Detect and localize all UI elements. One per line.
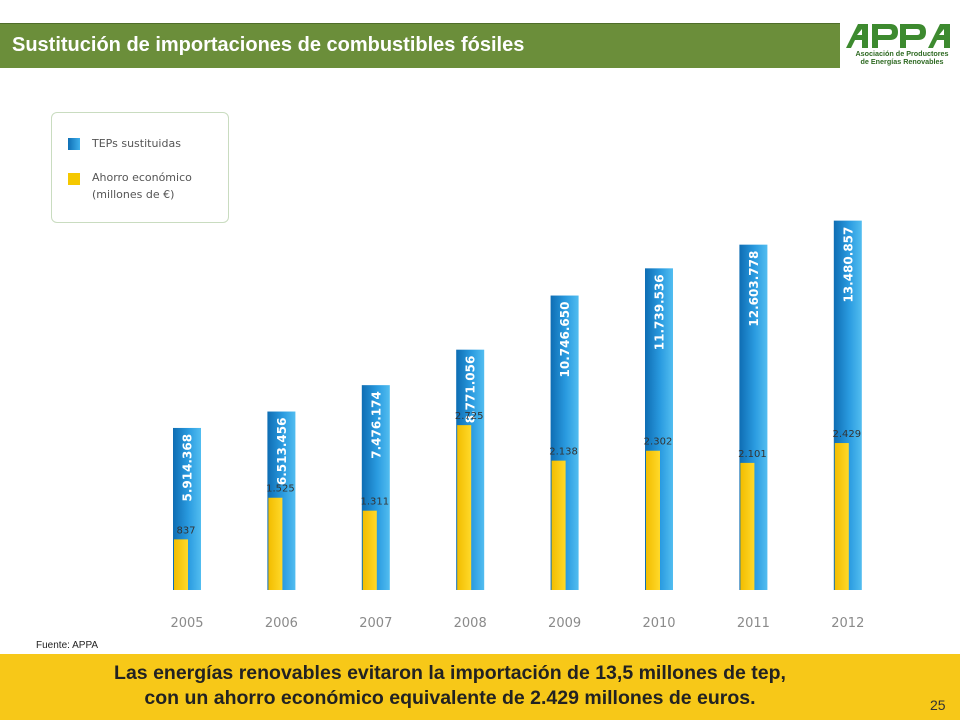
label-tep-2007: 7.476.174 bbox=[369, 391, 383, 459]
label-tep-2012: 13.480.857 bbox=[841, 227, 855, 303]
bar-ahorro-2010 bbox=[646, 450, 660, 590]
bar-ahorro-2009 bbox=[551, 460, 566, 590]
bar-ahorro-2008 bbox=[457, 425, 472, 590]
label-ahorro-2010: 2.302 bbox=[644, 437, 673, 448]
page-title: Sustitución de importaciones de combusti… bbox=[12, 34, 525, 56]
bar-ahorro-2005 bbox=[174, 539, 188, 590]
title-bar: Sustitución de importaciones de combusti… bbox=[0, 23, 840, 68]
x-tick-2005: 2005 bbox=[170, 616, 203, 631]
logo-subtitle: Asociación de Productores de Energías Re… bbox=[846, 50, 958, 66]
x-tick-2007: 2007 bbox=[359, 616, 392, 631]
source-note: Fuente: APPA bbox=[36, 640, 99, 651]
x-tick-2012: 2012 bbox=[831, 616, 864, 631]
x-tick-2010: 2010 bbox=[642, 616, 675, 631]
logo-subtitle-line1: Asociación de Productores bbox=[855, 49, 949, 58]
label-tep-2006: 6.513.456 bbox=[275, 418, 289, 486]
bar-ahorro-2007 bbox=[362, 510, 377, 590]
x-tick-2006: 2006 bbox=[265, 616, 298, 631]
appa-logo: Asociación de Productores de Energías Re… bbox=[840, 22, 960, 70]
label-ahorro-2011: 2.101 bbox=[738, 449, 767, 460]
legend-label-tep: TEPs sustituidas bbox=[92, 137, 181, 150]
legend-swatch-tep bbox=[68, 138, 80, 150]
label-ahorro-2012: 2.429 bbox=[832, 429, 861, 440]
footer-line-1: Las energías renovables evitaron la impo… bbox=[114, 662, 786, 684]
bar-ahorro-2006 bbox=[268, 497, 283, 590]
label-ahorro-2009: 2.138 bbox=[549, 447, 578, 458]
label-tep-2005: 5.914.368 bbox=[181, 434, 195, 502]
label-tep-2008: 8.771.056 bbox=[464, 356, 478, 424]
x-tick-2009: 2009 bbox=[548, 616, 581, 631]
logo-subtitle-line2: de Energías Renovables bbox=[860, 57, 944, 66]
label-ahorro-2008: 2.725 bbox=[455, 411, 484, 422]
label-ahorro-2006: 1.525 bbox=[266, 484, 295, 495]
footer-line-2: con un ahorro económico equivalente de 2… bbox=[144, 687, 756, 709]
x-tick-2008: 2008 bbox=[454, 616, 487, 631]
legend-label-ahorro-2: (millones de €) bbox=[92, 188, 175, 201]
bar-ahorro-2012 bbox=[834, 443, 849, 590]
logo-letters bbox=[844, 22, 956, 57]
bar-ahorro-2011 bbox=[740, 462, 755, 590]
x-tick-2011: 2011 bbox=[737, 616, 770, 631]
footer-banner: Las energías renovables evitaron la impo… bbox=[0, 654, 960, 720]
page-number: 25 bbox=[930, 697, 946, 713]
label-tep-2009: 10.746.650 bbox=[558, 302, 572, 378]
label-ahorro-2007: 1.311 bbox=[360, 497, 389, 508]
label-ahorro-2005: 837 bbox=[176, 525, 195, 536]
legend-label-ahorro-1: Ahorro económico bbox=[92, 171, 192, 184]
logo-mark bbox=[846, 24, 950, 48]
legend-swatch-ahorro bbox=[68, 173, 80, 185]
label-tep-2011: 12.603.778 bbox=[747, 251, 761, 327]
label-tep-2010: 11.739.536 bbox=[653, 274, 667, 350]
chart-legend: TEPs sustituidas Ahorro económico (millo… bbox=[51, 112, 229, 223]
